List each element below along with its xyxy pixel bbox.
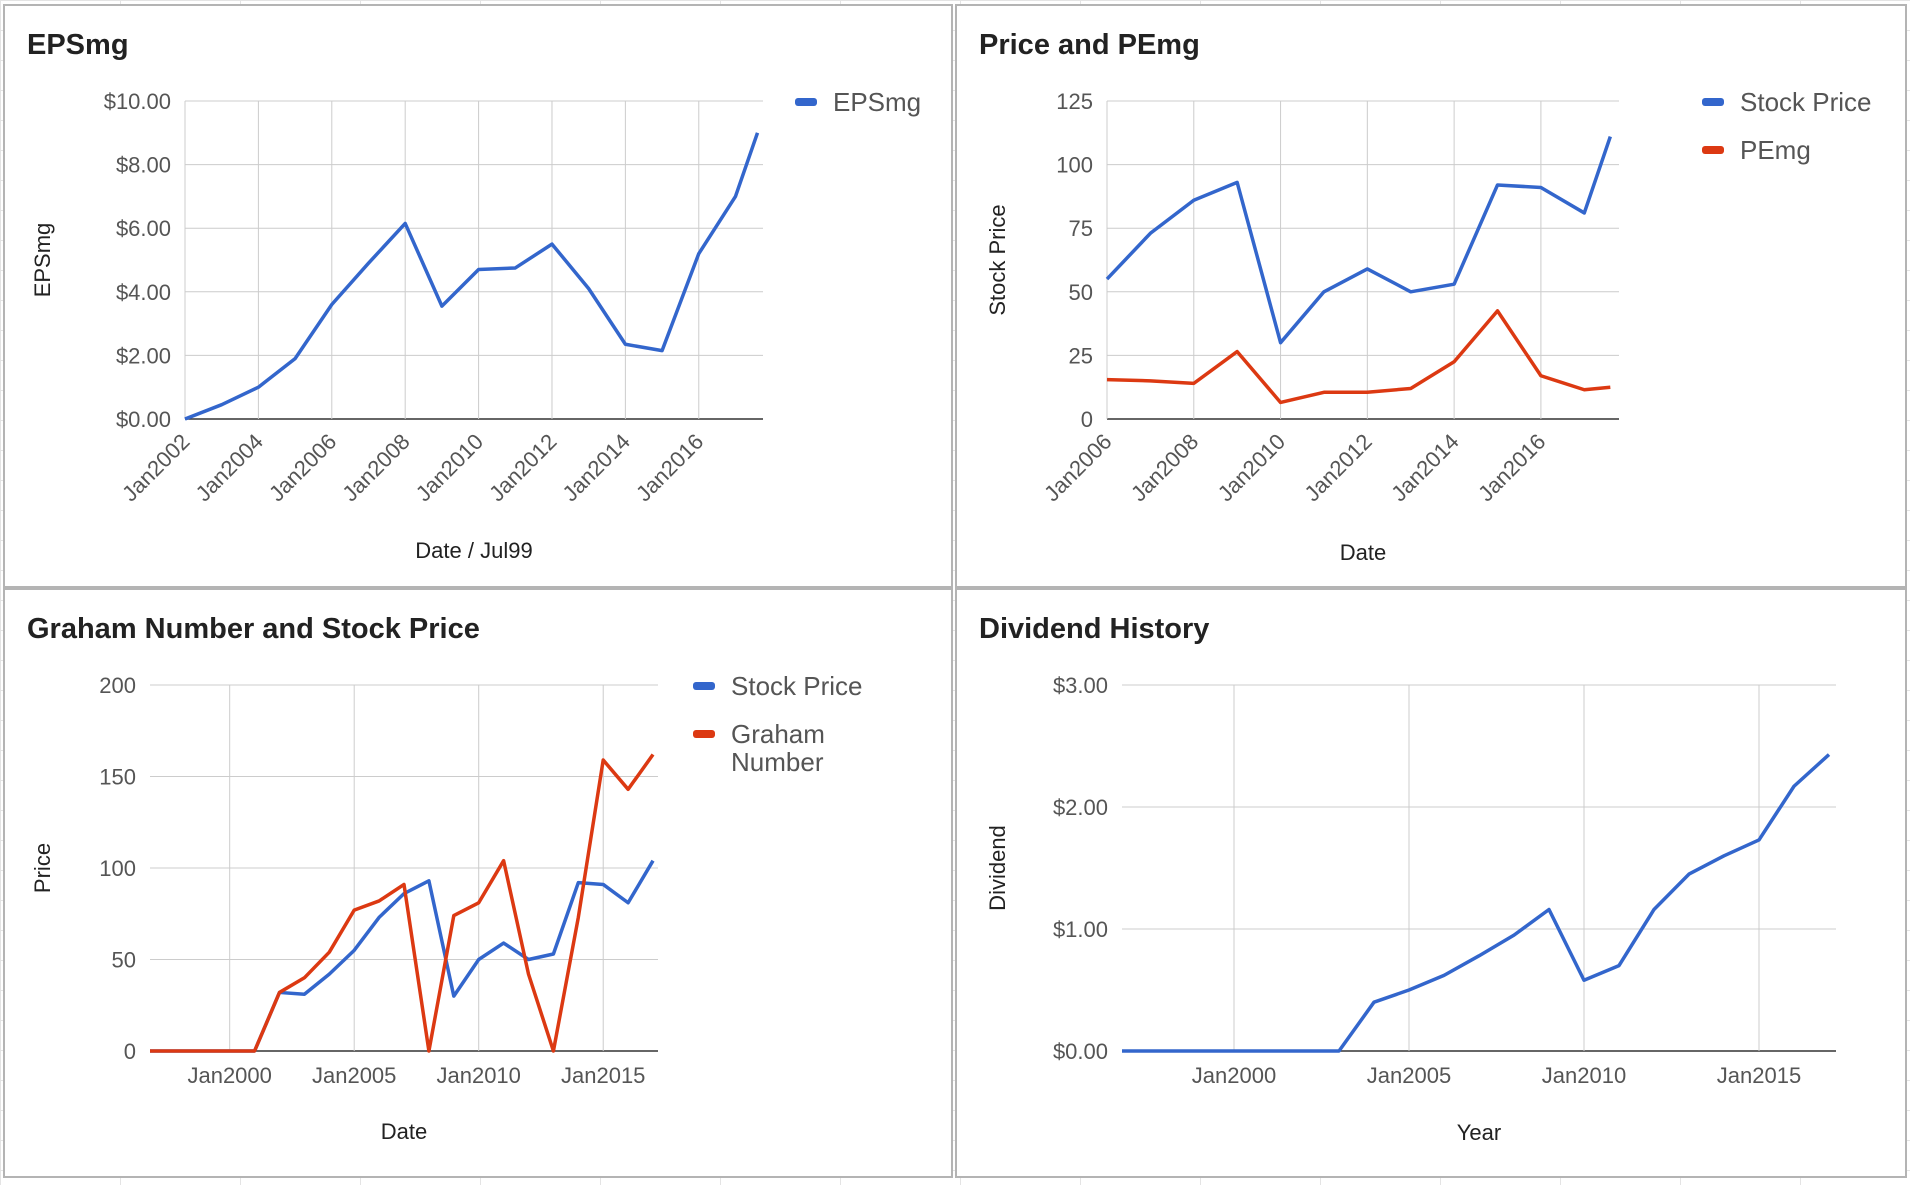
y-tick-label: 50 — [1069, 280, 1093, 305]
y-axis-title: Price — [30, 843, 55, 893]
y-tick-label: 100 — [99, 856, 136, 881]
chart-dividend-history[interactable]: Dividend History $0.00 $1.00 $2.00 $3.00 Jan2… — [955, 588, 1907, 1178]
x-tick-label: Jan2016 — [1473, 429, 1550, 506]
legend-entry: Stock Price — [1740, 87, 1872, 117]
x-tick-label: Jan2010 — [1542, 1063, 1626, 1088]
chart-epsmg[interactable]: EPSmg $0.00 $2.00 $4.00 $6.00 $8.00 $10.00 Jan2… — [3, 4, 953, 588]
x-tick-label: Jan2010 — [411, 429, 488, 506]
y-tick-label: $6.00 — [116, 216, 171, 241]
x-tick-label: Jan2016 — [631, 429, 708, 506]
x-tick-label: Jan2000 — [187, 1063, 271, 1088]
x-axis-title: Date / Jul99 — [415, 538, 532, 563]
x-tick-label: Jan2000 — [1192, 1063, 1276, 1088]
y-tick-label: 75 — [1069, 216, 1093, 241]
y-axis-title: Stock Price — [985, 204, 1010, 315]
x-tick-label: Jan2004 — [191, 429, 268, 506]
series-line — [184, 132, 760, 421]
legend-swatch — [1702, 146, 1724, 154]
x-tick-label: Jan2012 — [484, 429, 561, 506]
legend-line: EPSmg — [833, 87, 921, 117]
series-line — [150, 753, 655, 1053]
y-tick-label: $8.00 — [116, 153, 171, 178]
x-tick-label: Jan2005 — [1367, 1063, 1451, 1088]
chart-title: Dividend History — [979, 613, 1209, 645]
chart-title: Graham Number and Stock Price — [27, 613, 480, 645]
x-tick-label: Jan2008 — [1126, 429, 1203, 506]
y-tick-label: 0 — [1081, 407, 1093, 432]
legend-entry: PEmg — [1740, 135, 1811, 165]
legend-entry: Stock Price — [731, 671, 863, 701]
x-tick-label: Jan2014 — [558, 429, 635, 506]
x-tick-label: Jan2006 — [1039, 429, 1116, 506]
y-tick-label: 50 — [112, 948, 136, 973]
y-tick-label: 125 — [1056, 89, 1093, 114]
chart-svg: Price and PEmg 0 25 50 75 100 125 Jan2006 Jan200… — [979, 29, 1872, 565]
x-tick-label: Jan2015 — [1717, 1063, 1801, 1088]
y-tick-label: 25 — [1069, 343, 1093, 368]
legend-line: Number — [731, 747, 824, 777]
y-tick-label: $1.00 — [1053, 917, 1108, 942]
legend-entry: EPSmg — [833, 87, 921, 117]
x-tick-label: Jan2010 — [436, 1063, 520, 1088]
y-tick-label: $2.00 — [1053, 795, 1108, 820]
legend-line: Stock Price — [731, 671, 863, 701]
chart-title: EPSmg — [27, 29, 129, 61]
chart-title: Price and PEmg — [979, 29, 1200, 61]
chart-svg: EPSmg $0.00 $2.00 $4.00 $6.00 $8.00 $10.00 Jan2… — [27, 29, 921, 563]
chart-price-and-pemg[interactable]: Price and PEmg 0 25 50 75 100 125 Jan2006 Jan200… — [955, 4, 1907, 588]
x-axis-title: Date — [1340, 540, 1386, 565]
y-tick-label: 200 — [99, 673, 136, 698]
x-tick-label: Jan2012 — [1300, 429, 1377, 506]
chart-svg: Dividend History $0.00 $1.00 $2.00 $3.00 Jan2… — [979, 613, 1836, 1145]
series-line — [1106, 309, 1611, 405]
legend-swatch — [693, 730, 715, 738]
legend-swatch — [693, 682, 715, 690]
y-axis-title: EPSmg — [30, 223, 55, 298]
y-tick-label: 150 — [99, 765, 136, 790]
y-tick-label: $3.00 — [1053, 673, 1108, 698]
legend-swatch — [1702, 98, 1724, 106]
y-tick-label: $0.00 — [116, 407, 171, 432]
y-tick-label: $2.00 — [116, 343, 171, 368]
x-tick-label: Jan2005 — [312, 1063, 396, 1088]
x-axis-title: Date — [381, 1119, 427, 1144]
chart-graham-number-and-stock-price[interactable]: Graham Number and Stock Price 0 50 100 150 20… — [3, 588, 953, 1178]
x-axis-title: Year — [1457, 1120, 1501, 1145]
y-tick-label: 100 — [1056, 153, 1093, 178]
x-tick-label: Jan2015 — [561, 1063, 645, 1088]
y-tick-label: $0.00 — [1053, 1039, 1108, 1064]
legend-swatch — [795, 98, 817, 106]
x-tick-label: Jan2010 — [1213, 429, 1290, 506]
legend-line: PEmg — [1740, 135, 1811, 165]
y-tick-label: $4.00 — [116, 280, 171, 305]
x-tick-label: Jan2002 — [117, 429, 194, 506]
legend-line: Stock Price — [1740, 87, 1872, 117]
chart-svg: Graham Number and Stock Price 0 50 100 150 20… — [27, 613, 863, 1144]
x-tick-label: Jan2006 — [264, 429, 341, 506]
y-tick-label: $10.00 — [104, 89, 171, 114]
series-line — [150, 859, 655, 1053]
x-tick-label: Jan2014 — [1386, 429, 1463, 506]
legend-entry: Graham Number — [731, 719, 825, 777]
series-line — [1105, 136, 1612, 345]
y-tick-label: 0 — [124, 1039, 136, 1064]
legend-line: Graham — [731, 719, 825, 749]
series-line — [1122, 753, 1831, 1053]
x-tick-label: Jan2008 — [337, 429, 414, 506]
y-axis-title: Dividend — [985, 825, 1010, 911]
